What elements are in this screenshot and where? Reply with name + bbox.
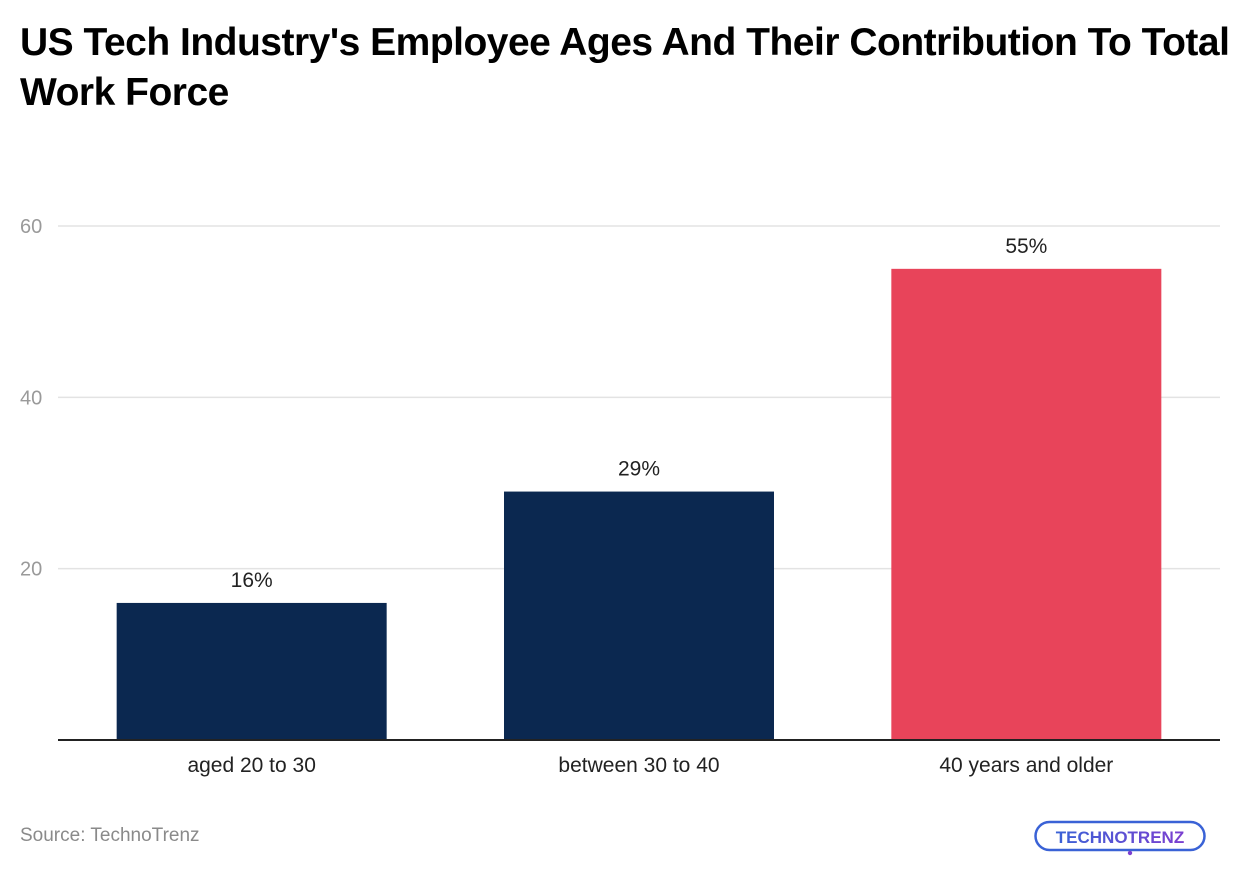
- bar: [891, 268, 1162, 740]
- y-tick-label: 60: [20, 216, 42, 238]
- logo-dot-icon: [1127, 850, 1133, 856]
- logo-frame: [1034, 820, 1206, 852]
- x-tick-label: aged 20 to 30: [187, 754, 315, 777]
- bar-value-label: 16%: [231, 569, 273, 592]
- logo-wordmark: TECHNOTRENZ: [1056, 828, 1184, 847]
- y-tick-label: 40: [20, 387, 42, 409]
- x-tick-label: 40 years and older: [939, 754, 1113, 777]
- x-axis-ticks: aged 20 to 30 between 30 to 40 40 years an…: [187, 754, 1113, 777]
- bar-value-labels: 16% 29% 55%: [231, 235, 1048, 592]
- y-tick-label: 20: [20, 559, 42, 581]
- x-tick-label: between 30 to 40: [558, 754, 719, 777]
- bar: [504, 491, 774, 740]
- bar-value-label: 55%: [1005, 235, 1047, 258]
- chart-title: US Tech Industry's Employee Ages And The…: [20, 21, 1230, 114]
- bar: [116, 602, 387, 740]
- bars: [116, 268, 1162, 740]
- technotrenz-logo: TECHNOTRENZ: [1034, 820, 1206, 856]
- bar-value-label: 29%: [618, 458, 660, 481]
- source-note: Source: TechnoTrenz: [20, 825, 200, 846]
- y-axis-ticks: 20 40 60: [20, 216, 42, 581]
